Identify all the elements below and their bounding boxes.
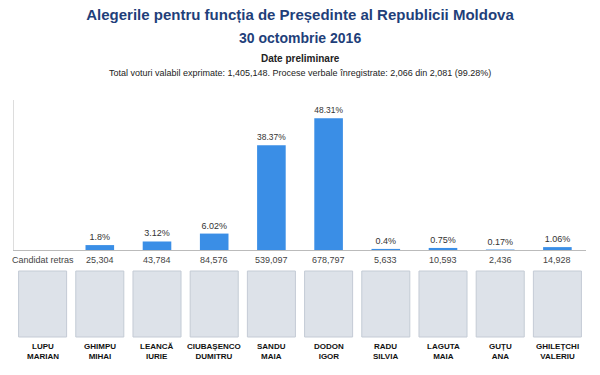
svg-text:Alegerile pentru funcția de Pr: Alegerile pentru funcția de Președinte a… <box>86 6 514 23</box>
svg-text:0.75%: 0.75% <box>430 235 456 245</box>
svg-text:2,436: 2,436 <box>489 255 512 265</box>
svg-text:14,928: 14,928 <box>543 255 571 265</box>
svg-text:0.17%: 0.17% <box>487 237 513 247</box>
svg-text:10,593: 10,593 <box>429 255 457 265</box>
svg-text:GHILEȚCHIVALERIU: GHILEȚCHIVALERIU <box>536 342 579 361</box>
svg-text:SANDUMAIA: SANDUMAIA <box>257 342 286 361</box>
svg-text:1.8%: 1.8% <box>90 232 111 242</box>
svg-text:539,097: 539,097 <box>255 255 288 265</box>
svg-text:RADUSILVIA: RADUSILVIA <box>373 342 398 361</box>
svg-text:30 octombrie 2016: 30 octombrie 2016 <box>239 30 361 46</box>
svg-text:25,304: 25,304 <box>86 255 114 265</box>
svg-text:DODONIGOR: DODONIGOR <box>314 342 344 361</box>
svg-text:5,633: 5,633 <box>374 255 397 265</box>
svg-text:LAGUTAMAIA: LAGUTAMAIA <box>427 342 460 361</box>
svg-text:Date preliminare: Date preliminare <box>261 53 340 64</box>
svg-text:Candidat retras: Candidat retras <box>12 255 74 265</box>
svg-text:1.06%: 1.06% <box>545 234 571 244</box>
svg-text:LUPUMARIAN: LUPUMARIAN <box>27 342 59 361</box>
svg-text:Total voturi valabil exprimate: Total voturi valabil exprimate: 1,405,14… <box>109 68 491 78</box>
svg-text:CIUBAȘENCODUMITRU: CIUBAȘENCODUMITRU <box>187 342 241 361</box>
svg-text:LEANCĂIURIE: LEANCĂIURIE <box>140 342 174 361</box>
svg-text:3.12%: 3.12% <box>144 228 170 238</box>
svg-text:43,784: 43,784 <box>143 255 171 265</box>
svg-text:0.4%: 0.4% <box>376 236 397 246</box>
svg-text:GHIMPUMIHAI: GHIMPUMIHAI <box>84 342 116 361</box>
svg-text:6.02%: 6.02% <box>201 221 227 231</box>
svg-text:678,797: 678,797 <box>312 255 345 265</box>
svg-text:48.31%: 48.31% <box>314 105 343 115</box>
svg-text:84,576: 84,576 <box>200 255 228 265</box>
svg-text:GUȚUANA: GUȚUANA <box>489 342 512 361</box>
svg-text:38.37%: 38.37% <box>257 132 286 142</box>
